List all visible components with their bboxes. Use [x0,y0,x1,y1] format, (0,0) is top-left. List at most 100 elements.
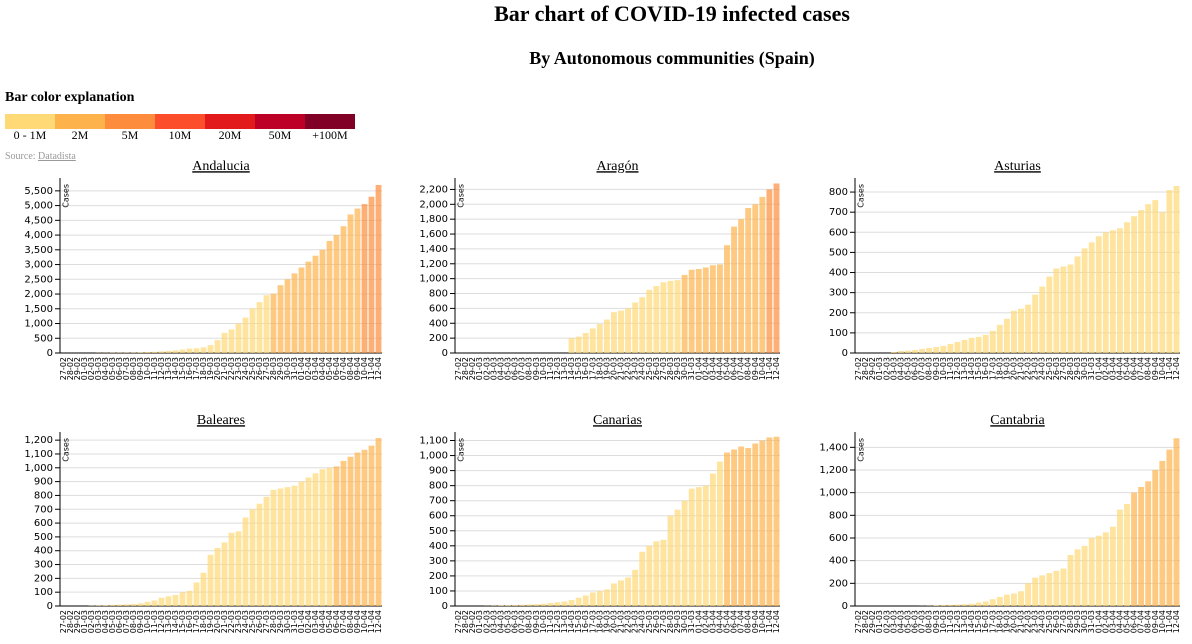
bar [954,604,961,606]
bar [554,602,561,606]
x-tick-label: 29-02 [868,357,877,380]
x-tick-label: 03-04 [311,357,320,380]
x-tick-label: 06-03 [511,610,520,633]
x-tick-label: 27-03 [659,357,668,380]
x-tick-label: 24-03 [1038,357,1047,380]
x-tick-label: 11-04 [1165,610,1174,633]
bar [375,438,382,606]
x-tick-label: 04-04 [715,357,724,380]
bar [319,249,326,353]
bar [505,605,511,606]
x-tick-label: 03-03 [94,357,103,380]
x-tick-label: 17-03 [192,357,201,380]
x-tick-label: 13-03 [960,610,969,633]
y-tick-label: 200 [429,571,448,582]
source-link[interactable]: Datadista [38,151,76,162]
bar [933,346,940,353]
x-tick-label: 03-03 [94,610,103,633]
bar [235,531,242,606]
x-tick-label: 20-03 [1009,357,1018,380]
x-tick-label: 28-02 [461,357,470,380]
x-tick-label: 10-03 [539,610,548,633]
x-tick-label: 16-03 [185,610,194,633]
bar [123,604,130,606]
y-tick-label: 5,500 [24,186,53,197]
x-tick-label: 01-04 [297,357,306,380]
x-tick-label: 23-03 [234,610,243,633]
bar [533,604,540,606]
x-tick-label: 10-03 [143,357,152,380]
x-tick-label: 05-03 [503,357,512,380]
page-subtitle: By Autonomous communities (Spain) [529,48,815,69]
bar [724,245,730,353]
bar [172,350,179,353]
x-tick-label: 07-04 [339,610,348,633]
x-tick-label: 27-02 [454,357,463,380]
bar [681,500,688,606]
bar [179,349,186,353]
x-tick-label: 08-04 [1144,610,1153,633]
bar [933,605,940,606]
x-tick-label: 07-03 [122,610,131,633]
x-tick-label: 05-03 [903,357,912,380]
bar [919,348,926,353]
x-tick-label: 10-03 [939,357,948,380]
page-title: Bar chart of COVID-19 infected cases [494,1,850,26]
bar [660,539,667,606]
x-tick-label: 29-02 [73,357,82,380]
x-tick-label: 28-02 [66,610,75,633]
x-tick-label: 09-04 [1151,610,1160,633]
bar [940,605,947,606]
x-tick-label: 15-03 [574,357,583,380]
y-axis-label: Cases [857,438,866,462]
bar [1159,460,1166,606]
bar [709,473,716,606]
x-tick-label: 18-03 [199,610,208,633]
x-tick-label: 20-03 [609,357,618,380]
bar [982,601,989,606]
legend-swatch [305,114,355,129]
bar [1131,216,1138,353]
x-tick-label: 09-03 [932,610,941,633]
bar [982,334,989,353]
y-axis-label: Cases [457,438,466,462]
x-tick-label: 19-03 [1002,357,1011,380]
x-tick-label: 14-03 [567,610,576,633]
bar [582,595,589,606]
x-tick-label: 04-03 [101,357,110,380]
x-tick-label: 11-03 [546,610,555,633]
y-tick-label: 1,400 [419,244,448,255]
x-tick-label: 25-03 [645,610,654,633]
y-tick-label: 400 [829,556,848,567]
bar [709,265,716,353]
bar [639,297,646,353]
x-tick-label: 07-04 [737,357,746,380]
bar [375,184,382,353]
bar [1166,449,1173,606]
bar [368,196,375,353]
y-tick-label: 1,000 [24,319,53,330]
x-tick-label: 06-04 [730,357,739,380]
x-tick-label: 29-03 [276,357,285,380]
x-tick-label: 10-03 [939,610,948,633]
x-tick-label: 12-04 [374,357,383,380]
x-tick-label: 18-03 [595,357,604,380]
bar [1003,594,1010,606]
bar [773,183,780,353]
bar [625,577,632,606]
y-tick-label: 1,200 [419,259,448,270]
y-tick-label: 800 [829,510,848,521]
legend-label: 20M [219,128,242,142]
y-tick-label: 1,000 [419,451,448,462]
x-tick-label: 29-03 [673,357,682,380]
y-tick-label: 1,500 [24,304,53,315]
y-tick-label: 800 [34,490,53,501]
y-tick-label: 500 [34,532,53,543]
x-tick-label: 22-03 [227,610,236,633]
x-tick-label: 28-02 [861,610,870,633]
bar [347,214,354,353]
x-tick-label: 08-03 [925,357,934,380]
x-tick-label: 29-03 [276,610,285,633]
y-tick-label: 1,100 [419,436,448,447]
x-tick-label: 19-03 [602,357,611,380]
